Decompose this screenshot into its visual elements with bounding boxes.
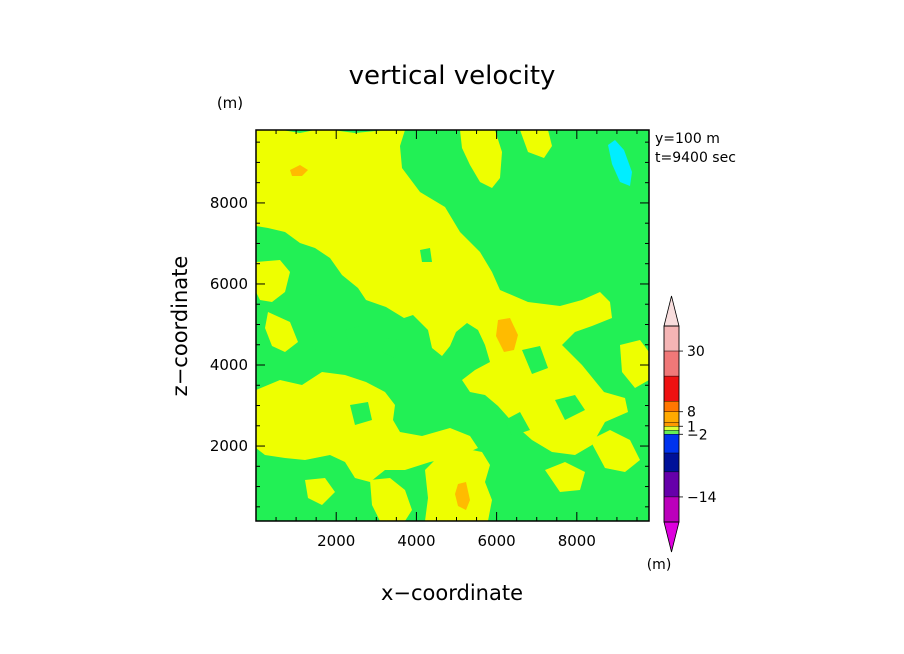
max-region-bottom	[455, 482, 470, 510]
colorbar-band	[663, 452, 680, 473]
negative-patch-3	[345, 326, 366, 350]
positive-region-right-mid	[620, 340, 649, 388]
negative-patch-5	[522, 346, 548, 374]
chart-title: vertical velocity	[349, 61, 556, 91]
positive-region-right-lower	[590, 430, 640, 472]
y-tick-label: 8000	[210, 194, 248, 212]
colorbar-tick-label: 8	[687, 405, 696, 421]
x-tick-label: 8000	[558, 532, 596, 550]
colorbar-band	[663, 325, 680, 352]
annotation-line-1: y=100 m	[655, 131, 720, 147]
positive-region-top-right	[520, 130, 552, 158]
negative-patch-8	[505, 412, 530, 436]
positive-region-bottom-right	[545, 462, 585, 492]
positive-region-main	[256, 130, 628, 455]
max-region-top-left	[290, 165, 308, 176]
x-axis: 2000 4000 6000 8000	[275, 130, 638, 550]
colorbar-band	[663, 434, 680, 454]
x-tick-label: 2000	[317, 532, 355, 550]
plot-frame	[255, 129, 650, 522]
colorbar-top-arrow	[663, 295, 680, 327]
colorbar-bottom-arrow	[663, 521, 680, 553]
colorbar-band	[663, 375, 680, 402]
colorbar-band	[663, 350, 680, 377]
y-unit-label: (m)	[217, 94, 243, 112]
colorbar-band	[663, 496, 680, 523]
positive-region-top-center	[460, 130, 502, 188]
colorbar-unit-label: (m)	[647, 557, 672, 573]
y-axis-label: z−coordinate	[168, 256, 192, 397]
x-tick-label: 6000	[478, 532, 516, 550]
colorbar-tick-label: −14	[687, 490, 717, 506]
positive-region-center-lower	[370, 478, 412, 521]
negative-patch-1	[300, 292, 320, 312]
y-tick-label: 4000	[210, 356, 248, 374]
colorbar-tick-label: 30	[687, 344, 705, 360]
min-region-top-right	[608, 140, 632, 186]
colorbar-band	[663, 422, 680, 427]
colorbar-band	[663, 426, 680, 431]
negative-patch-9	[420, 248, 432, 262]
colorbar: 30 81−2 −14	[663, 295, 717, 553]
contour-field	[256, 130, 649, 521]
colorbar-band	[663, 471, 680, 498]
positive-region-left-lower	[256, 372, 478, 482]
negative-patch-2	[312, 330, 335, 355]
colorbar-tick-label: −2	[687, 427, 708, 443]
y-axis: 2000 4000 6000 8000	[210, 141, 649, 508]
colorbar-band	[663, 430, 680, 435]
positive-region-left	[256, 260, 290, 302]
max-region-center	[496, 318, 518, 352]
x-tick-label: 4000	[397, 532, 435, 550]
negative-patch-4	[382, 338, 400, 358]
y-tick-label: 6000	[210, 275, 248, 293]
y-tick-label: 2000	[210, 437, 248, 455]
colorbar-band	[663, 411, 680, 423]
x-axis-label: x−coordinate	[381, 581, 523, 605]
positive-region-left-mid	[265, 312, 298, 352]
positive-region-bottom-left	[305, 478, 335, 505]
annotation-line-2: t=9400 sec	[655, 150, 736, 166]
negative-patch-6	[555, 395, 585, 420]
colorbar-frame	[663, 325, 680, 523]
negative-patch-7	[350, 402, 372, 425]
colorbar-band	[663, 400, 680, 412]
colorbar-tick-label: 1	[687, 419, 696, 435]
